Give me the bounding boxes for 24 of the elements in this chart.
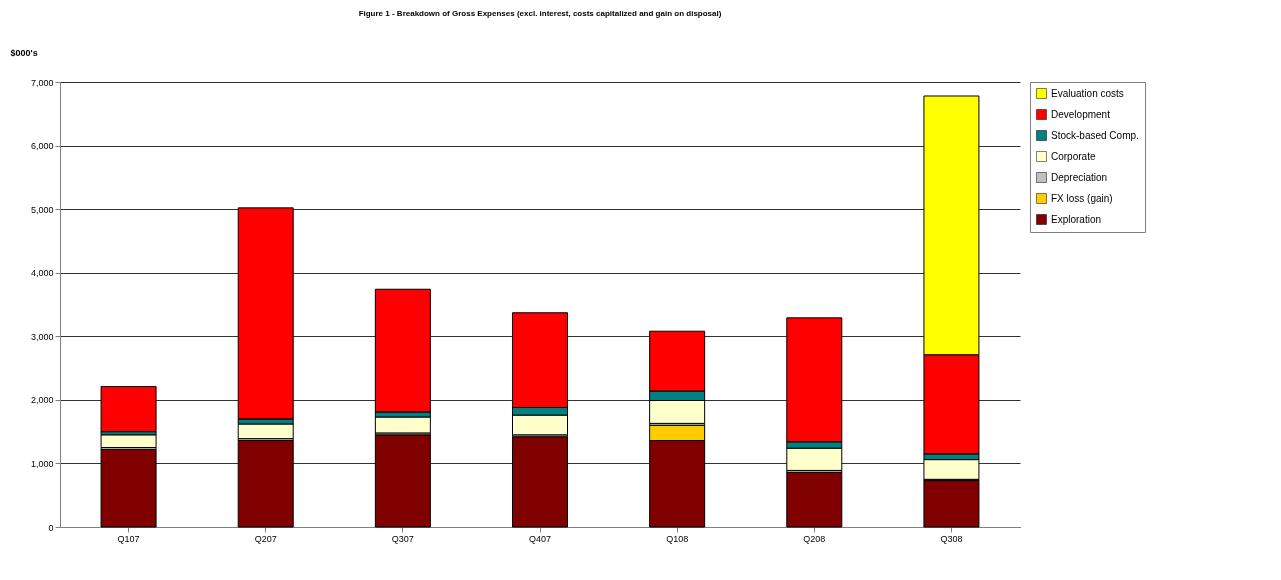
legend-label: Evaluation costs [1051,87,1124,99]
x-tick-label: Q307 [391,533,414,544]
x-tick-label: Q108 [666,533,689,544]
y-tick-label: 4,000 [30,268,54,279]
y-tick-label: 1,000 [30,458,54,469]
y-tick-label: 0 [48,522,54,533]
legend-label: Corporate [1051,150,1096,162]
chart-title: Figure 1 - Breakdown of Gross Expenses (excl. interest, costs capitalized and gain on disposal) [358,9,722,18]
legend-label: Stock-based Comp. [1051,129,1139,141]
legend-label: Development [1051,108,1111,120]
y-tick-label: 7,000 [30,77,54,88]
y-axis-title: $000's [10,47,38,58]
x-tick-label: Q308 [940,533,963,544]
y-tick-label: 6,000 [30,141,54,152]
y-tick-label: 3,000 [30,331,54,342]
x-tick-label: Q107 [117,533,140,544]
legend-label: Exploration [1051,213,1102,225]
y-tick-label: 2,000 [30,395,54,406]
legend-label: FX loss (gain) [1051,192,1113,204]
x-tick-label: Q207 [254,533,277,544]
legend-label: Depreciation [1051,171,1108,183]
y-tick-label: 5,000 [30,204,54,215]
x-tick-label: Q208 [803,533,826,544]
x-tick-label: Q407 [528,533,552,544]
